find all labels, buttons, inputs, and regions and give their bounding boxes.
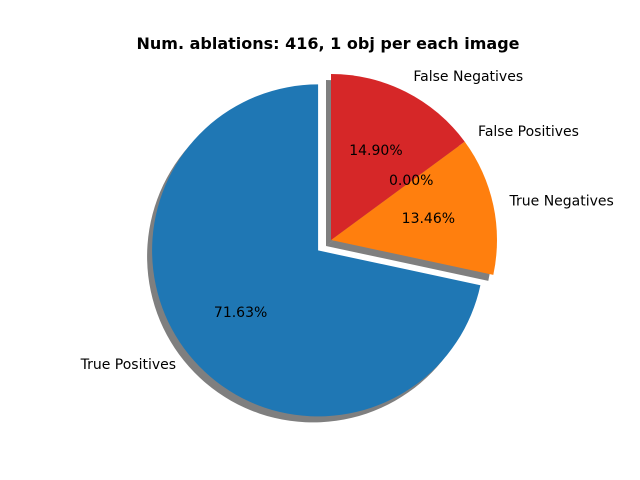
slice-label-true-positives: True Positives — [80, 357, 176, 373]
pct-label-false-negatives: 14.90% — [349, 143, 402, 159]
slice-true-negatives — [331, 141, 498, 275]
slice-label-false-negatives: False Negatives — [413, 69, 523, 85]
slice-false-negatives — [331, 74, 465, 240]
chart-title: Num. ablations: 416, 1 obj per each imag… — [136, 34, 519, 53]
slice-true-positives — [152, 84, 481, 417]
slice-label-true-negatives: True Negatives — [509, 194, 614, 210]
pie-slices — [152, 74, 498, 417]
pct-label-true-negatives: 13.46% — [402, 211, 455, 227]
pct-label-false-positives: 0.00% — [389, 173, 433, 189]
slice-label-false-positives: False Positives — [478, 124, 579, 140]
pct-label-true-positives: 71.63% — [214, 305, 267, 321]
pie-labels: 71.63% True Positives 13.46% True Negatives… — [80, 69, 614, 373]
